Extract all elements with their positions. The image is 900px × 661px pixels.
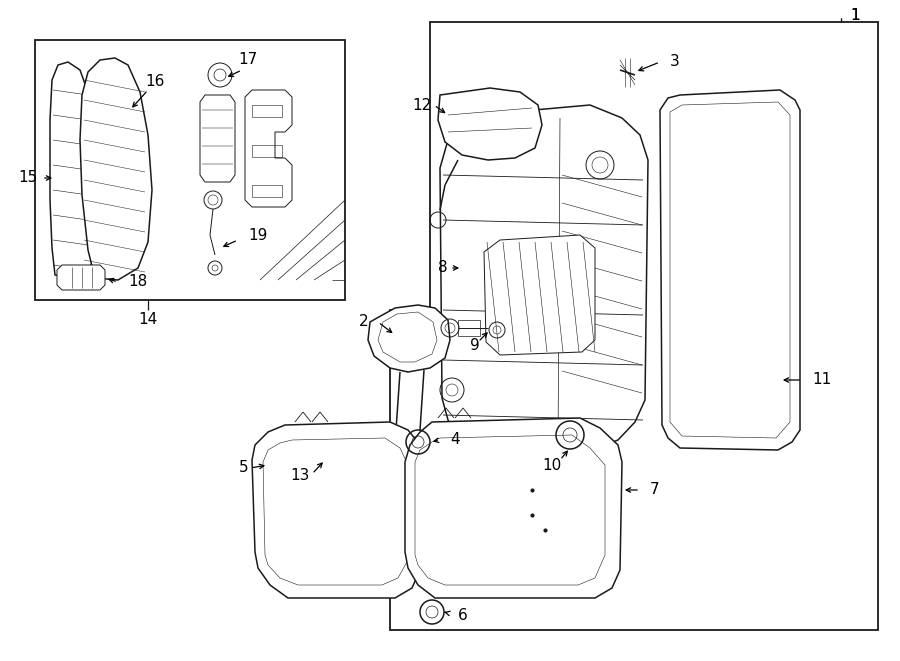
Polygon shape xyxy=(438,88,542,160)
Polygon shape xyxy=(405,418,622,598)
Text: 17: 17 xyxy=(238,52,257,67)
Polygon shape xyxy=(245,90,292,207)
Text: 3: 3 xyxy=(670,54,680,69)
Polygon shape xyxy=(484,235,595,355)
Text: 10: 10 xyxy=(543,458,562,473)
Polygon shape xyxy=(57,265,105,290)
Text: 14: 14 xyxy=(139,313,158,327)
Text: 18: 18 xyxy=(128,274,148,290)
Text: 11: 11 xyxy=(812,373,832,387)
Text: 15: 15 xyxy=(19,171,38,186)
Polygon shape xyxy=(252,422,422,598)
Polygon shape xyxy=(50,62,100,278)
Text: 19: 19 xyxy=(248,227,267,243)
Text: 8: 8 xyxy=(438,260,448,276)
Polygon shape xyxy=(660,90,800,450)
Text: 4: 4 xyxy=(450,432,460,447)
Polygon shape xyxy=(80,58,152,280)
Text: 6: 6 xyxy=(458,607,468,623)
Text: 12: 12 xyxy=(413,98,432,112)
Polygon shape xyxy=(368,305,450,372)
Text: 7: 7 xyxy=(650,483,660,498)
Text: 16: 16 xyxy=(145,75,165,89)
Text: 1: 1 xyxy=(850,7,860,22)
Text: 2: 2 xyxy=(358,315,368,329)
Text: 9: 9 xyxy=(470,338,480,353)
Polygon shape xyxy=(440,105,648,452)
Text: 5: 5 xyxy=(238,461,248,475)
Polygon shape xyxy=(318,432,375,468)
Text: 1: 1 xyxy=(850,7,860,22)
Text: 13: 13 xyxy=(291,467,310,483)
